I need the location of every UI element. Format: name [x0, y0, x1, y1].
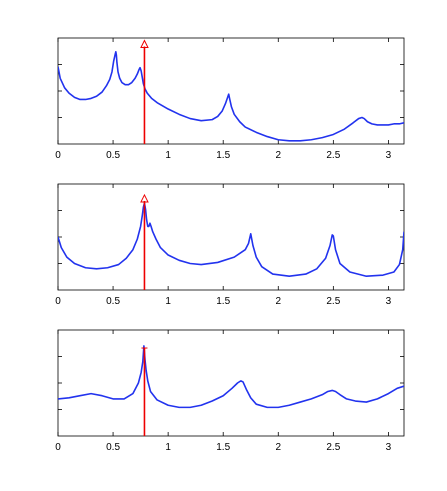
- panel-2: 0 0.5 1 1.5 2 2.5 3: [55, 183, 405, 307]
- x-tick-label: 1: [165, 442, 171, 453]
- x-tick-label: 2.5: [326, 150, 340, 161]
- marker-head: [140, 193, 149, 203]
- panel-1: 0 0.5 1 1.5 2 2.5 3: [55, 37, 405, 161]
- x-tick-label: 1.5: [216, 442, 230, 453]
- x-tick-label: 0.5: [106, 150, 120, 161]
- axes-frame: [57, 329, 405, 437]
- series-line: [58, 202, 404, 278]
- x-tick-label: 2.5: [326, 296, 340, 307]
- x-tick-label: 0: [55, 296, 61, 307]
- series-line: [58, 50, 404, 142]
- axes-frame: [57, 37, 405, 145]
- panel-3: 0 0.5 1 1.5 2 2.5 3: [55, 329, 405, 453]
- x-tick-label: 2: [275, 150, 281, 161]
- x-tick-label: 3: [386, 150, 392, 161]
- marker-head: [140, 39, 149, 48]
- x-tick-label: 2.5: [326, 442, 340, 453]
- x-tick-label: 1.5: [216, 150, 230, 161]
- series-line: [58, 345, 404, 409]
- x-tick-label: 2: [275, 442, 281, 453]
- x-tick-label: 0: [55, 442, 61, 453]
- x-tick-label: 0: [55, 150, 61, 161]
- x-tick-label: 1.5: [216, 296, 230, 307]
- x-tick-label: 3: [386, 296, 392, 307]
- x-tick-label: 1: [165, 296, 171, 307]
- x-tick-label: 3: [386, 442, 392, 453]
- x-tick-label: 0.5: [106, 442, 120, 453]
- x-tick-label: 0.5: [106, 296, 120, 307]
- x-tick-label: 1: [165, 150, 171, 161]
- x-tick-label: 2: [275, 296, 281, 307]
- axes-frame: [57, 183, 405, 291]
